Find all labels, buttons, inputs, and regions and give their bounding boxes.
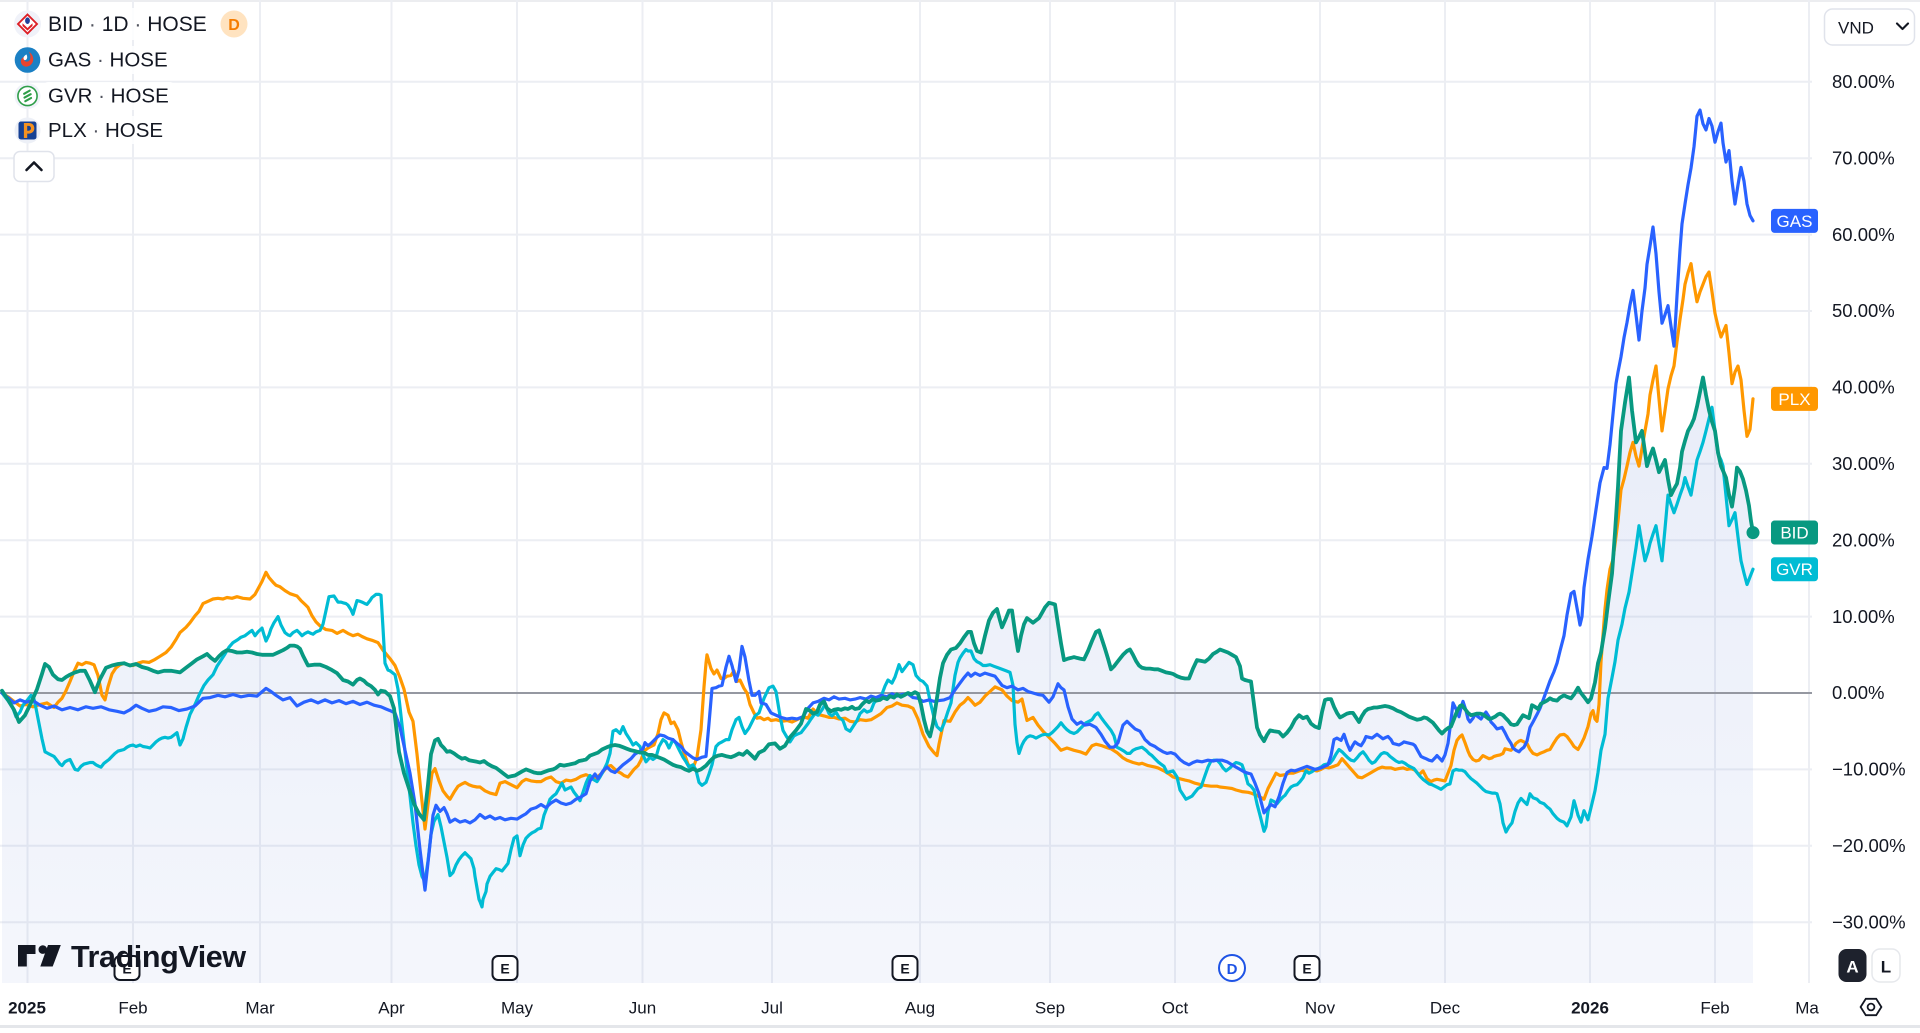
svg-text:30.00%: 30.00% xyxy=(1832,453,1895,474)
svg-text:Aug: Aug xyxy=(905,999,935,1018)
svg-text:E: E xyxy=(900,961,909,977)
svg-text:GAS · HOSE: GAS · HOSE xyxy=(48,49,168,72)
svg-text:Sep: Sep xyxy=(1035,999,1065,1018)
svg-text:TradingView: TradingView xyxy=(71,940,246,974)
svg-text:2025: 2025 xyxy=(8,999,46,1018)
svg-text:−20.00%: −20.00% xyxy=(1832,835,1906,856)
svg-text:20.00%: 20.00% xyxy=(1832,529,1895,550)
svg-text:GVR: GVR xyxy=(1776,560,1813,579)
svg-text:E: E xyxy=(122,961,131,977)
svg-text:PLX · HOSE: PLX · HOSE xyxy=(48,119,163,142)
svg-text:Apr: Apr xyxy=(378,999,405,1018)
svg-text:80.00%: 80.00% xyxy=(1832,71,1895,92)
svg-text:Feb: Feb xyxy=(118,999,147,1018)
svg-text:L: L xyxy=(1881,958,1891,977)
svg-text:Dec: Dec xyxy=(1430,999,1461,1018)
svg-text:GAS: GAS xyxy=(1777,212,1813,231)
svg-text:Oct: Oct xyxy=(1162,999,1189,1018)
svg-text:−10.00%: −10.00% xyxy=(1832,759,1906,780)
svg-text:Nov: Nov xyxy=(1305,999,1336,1018)
svg-text:10.00%: 10.00% xyxy=(1832,606,1895,627)
svg-text:50.00%: 50.00% xyxy=(1832,300,1895,321)
svg-text:D: D xyxy=(228,17,240,34)
svg-text:0.00%: 0.00% xyxy=(1832,682,1884,703)
svg-text:40.00%: 40.00% xyxy=(1832,377,1895,398)
svg-text:Jun: Jun xyxy=(629,999,656,1018)
svg-text:BID · 1D · HOSE: BID · 1D · HOSE xyxy=(48,13,207,36)
svg-text:70.00%: 70.00% xyxy=(1832,147,1895,168)
svg-text:BID: BID xyxy=(1780,524,1808,543)
svg-text:E: E xyxy=(500,961,509,977)
svg-text:Mar: Mar xyxy=(245,999,275,1018)
svg-text:VND: VND xyxy=(1838,19,1874,38)
svg-text:Jul: Jul xyxy=(761,999,783,1018)
svg-text:E: E xyxy=(1302,961,1311,977)
svg-text:Ma: Ma xyxy=(1795,999,1819,1018)
svg-text:2026: 2026 xyxy=(1571,999,1609,1018)
svg-text:GVR · HOSE: GVR · HOSE xyxy=(48,85,169,108)
svg-text:PLX: PLX xyxy=(1778,390,1810,409)
svg-text:Feb: Feb xyxy=(1700,999,1729,1018)
svg-text:−30.00%: −30.00% xyxy=(1832,911,1906,932)
svg-text:A: A xyxy=(1846,958,1858,977)
svg-text:D: D xyxy=(1227,961,1238,978)
svg-text:60.00%: 60.00% xyxy=(1832,224,1895,245)
svg-text:May: May xyxy=(501,999,534,1018)
